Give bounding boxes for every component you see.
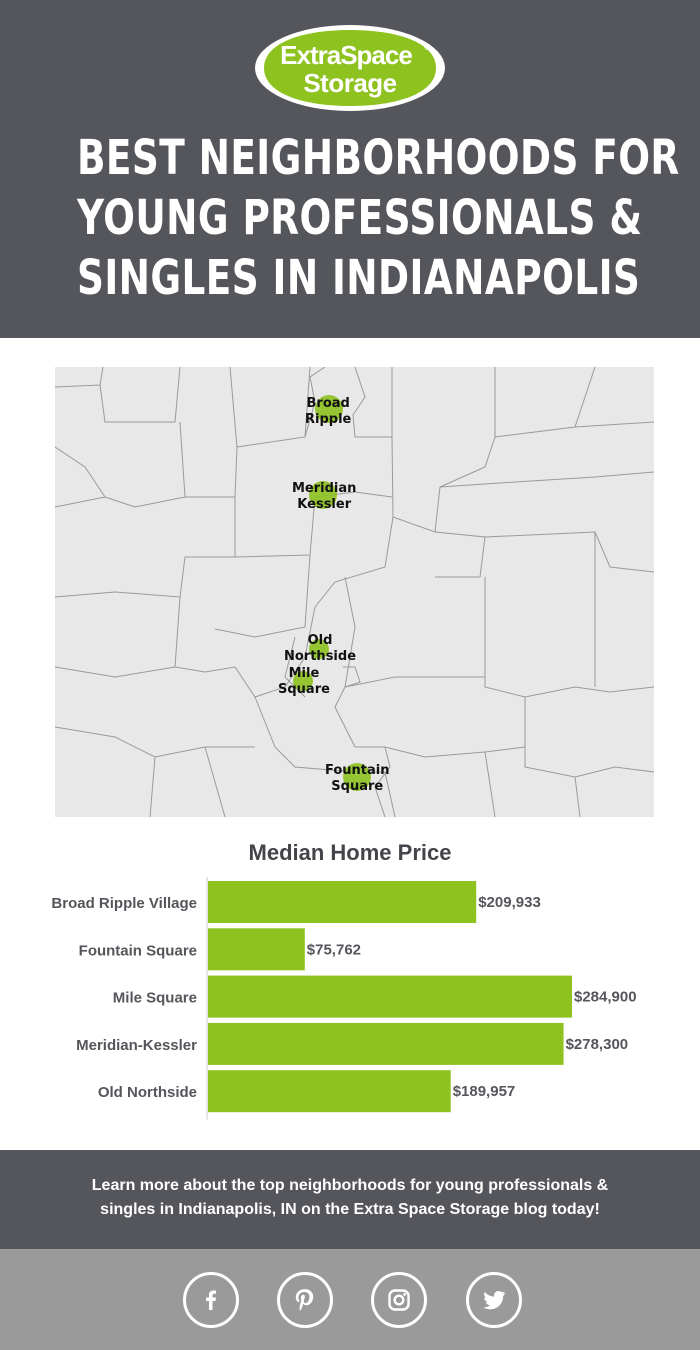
chart-category-label: Fountain Square	[79, 942, 197, 959]
median-home-price-chart: Median Home Price Broad Ripple Village $20…	[0, 830, 700, 1130]
title-line: YOUNG PROFESSIONALS &	[77, 190, 643, 246]
svg-text:Storage: Storage	[303, 68, 396, 98]
instagram-button[interactable]	[371, 1272, 427, 1328]
chart-category-label: Broad Ripple Village	[51, 895, 197, 912]
chart-category-label: Mile Square	[113, 990, 197, 1007]
pinterest-button[interactable]	[277, 1272, 333, 1328]
map-boundaries	[55, 367, 654, 817]
neighborhood-map[interactable]: Broad Ripple Meridian Kessler Old Norths…	[55, 367, 654, 817]
chart-bar	[208, 928, 305, 971]
call-to-action-banner[interactable]: Learn more about the top neighborhoods f…	[0, 1150, 700, 1249]
twitter-icon	[483, 1291, 506, 1310]
pinterest-icon	[295, 1289, 314, 1311]
extra-space-storage-logo[interactable]: ExtraSpace Storage ®	[254, 24, 446, 112]
chart-data-label: $75,762	[307, 941, 361, 958]
twitter-button[interactable]	[466, 1272, 522, 1328]
map-label-fountain-square: Fountain Square	[325, 763, 390, 794]
page-title: BEST NEIGHBORHOODS FOR YOUNG PROFESSIONA…	[0, 128, 700, 308]
bar-chart-svg: Median Home Price Broad Ripple Village $20…	[51, 840, 637, 1120]
map-marker-old-northside[interactable]	[309, 639, 329, 659]
map-marker-meridian-kessler[interactable]	[309, 481, 337, 509]
social-bar	[0, 1249, 700, 1350]
chart-bar	[208, 1070, 451, 1113]
map-label-meridian-kessler: Meridian Kessler	[292, 481, 357, 512]
instagram-icon	[388, 1289, 410, 1311]
svg-text:ExtraSpace: ExtraSpace	[280, 40, 412, 70]
svg-text:®: ®	[424, 42, 431, 52]
chart-bar	[208, 881, 477, 923]
cta-text[interactable]: Learn more about the top neighborhoods f…	[91, 1177, 609, 1218]
chart-title: Median Home Price	[249, 840, 452, 865]
header: ExtraSpace Storage ® BEST NEIGHBORHOODS …	[0, 0, 700, 338]
map-label-mile-square: Mile Square	[278, 666, 330, 697]
map-label-old-northside: Old Northside	[284, 633, 357, 664]
map-marker-mile-square[interactable]	[293, 671, 313, 691]
map-label-broad-ripple: Broad Ripple	[305, 396, 352, 427]
facebook-button[interactable]	[183, 1272, 239, 1328]
chart-data-label: $278,300	[566, 1036, 629, 1053]
facebook-icon	[206, 1290, 216, 1310]
chart-category-label: Old Northside	[98, 1084, 197, 1101]
chart-bar	[208, 1022, 564, 1065]
title-line: SINGLES IN INDIANAPOLIS	[77, 250, 641, 306]
map-marker-fountain-square[interactable]	[343, 763, 371, 791]
chart-data-label: $189,957	[453, 1083, 516, 1100]
chart-category-label: Meridian-Kessler	[76, 1037, 197, 1054]
chart-data-label: $284,900	[574, 989, 637, 1006]
chart-data-label: $209,933	[478, 894, 541, 911]
map-marker-broad-ripple[interactable]	[315, 395, 343, 423]
chart-bar	[208, 975, 572, 1018]
title-line: BEST NEIGHBORHOODS FOR	[77, 130, 680, 186]
